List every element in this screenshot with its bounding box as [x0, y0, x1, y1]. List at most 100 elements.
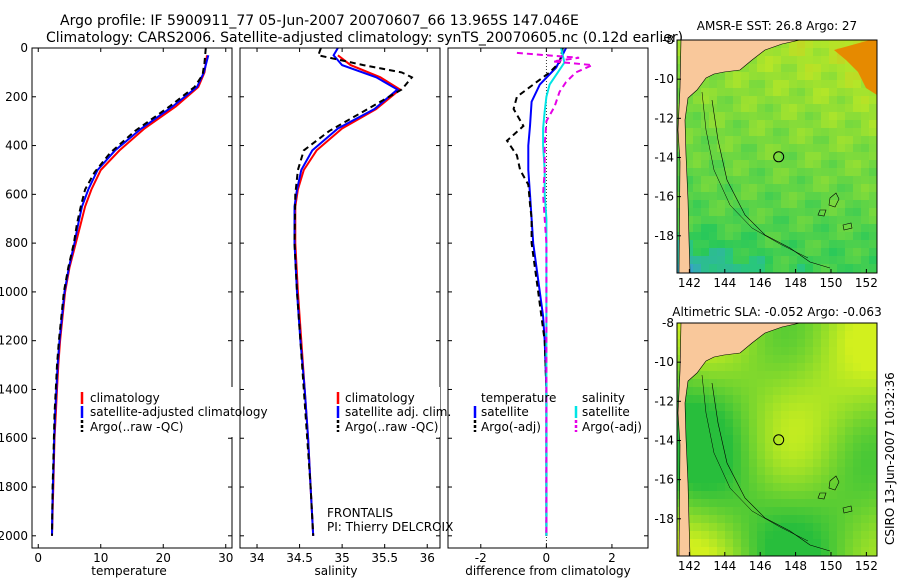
heatmap-cell	[789, 459, 797, 467]
heatmap-cell	[765, 80, 773, 88]
heatmap-cell	[757, 144, 765, 152]
heatmap-cell	[773, 459, 781, 467]
heatmap-cell	[797, 120, 805, 128]
heatmap-cell	[805, 371, 813, 379]
heatmap-cell	[861, 339, 869, 347]
heatmap-cell	[741, 507, 749, 515]
heatmap-cell	[717, 72, 725, 80]
depth-tick-label: 1600	[0, 431, 28, 445]
heatmap-cell	[749, 136, 757, 144]
heatmap-cell	[693, 515, 701, 523]
heatmap-cell	[757, 403, 765, 411]
series-line-2	[293, 48, 414, 536]
heatmap-cell	[693, 459, 701, 467]
heatmap-cell	[805, 40, 813, 48]
heatmap-cell	[765, 467, 773, 475]
heatmap-cell	[805, 531, 813, 539]
heatmap-cell	[789, 419, 797, 427]
heatmap-cell	[773, 136, 781, 144]
heatmap-cell	[781, 371, 789, 379]
heatmap-cell	[781, 88, 789, 96]
heatmap-cell	[837, 435, 845, 443]
heatmap-cell	[733, 355, 741, 363]
heatmap-cell	[869, 403, 877, 411]
heatmap-cell	[861, 443, 869, 451]
heatmap-cell	[741, 240, 749, 248]
heatmap-cell	[837, 128, 845, 136]
heatmap-cell	[797, 539, 805, 547]
heatmap-cell	[685, 208, 693, 216]
heatmap-cell	[773, 216, 781, 224]
heatmap-cell	[853, 160, 861, 168]
heatmap-cell	[773, 475, 781, 483]
heatmap-cell	[741, 523, 749, 531]
heatmap-cell	[853, 256, 861, 264]
heatmap-cell	[733, 483, 741, 491]
heatmap-cell	[813, 347, 821, 355]
heatmap-cell	[765, 256, 773, 264]
heatmap-cell	[845, 248, 853, 256]
heatmap-cell	[821, 547, 829, 555]
heatmap-cell	[701, 192, 709, 200]
heatmap-cell	[773, 443, 781, 451]
heatmap-cell	[805, 168, 813, 176]
heatmap-cell	[813, 459, 821, 467]
heatmap-cell	[789, 48, 797, 56]
heatmap-cell	[733, 363, 741, 371]
heatmap-cell	[741, 483, 749, 491]
heatmap-cell	[797, 339, 805, 347]
heatmap-cell	[725, 136, 733, 144]
heatmap-cell	[845, 240, 853, 248]
heatmap-cell	[733, 88, 741, 96]
heatmap-cell	[797, 200, 805, 208]
longitude-tick-label: 144	[713, 559, 736, 573]
heatmap-cell	[821, 216, 829, 224]
heatmap-cell	[869, 347, 877, 355]
heatmap-cell	[725, 264, 733, 272]
legend-background	[332, 387, 440, 437]
heatmap-cell	[797, 80, 805, 88]
heatmap-cell	[701, 144, 709, 152]
heatmap-cell	[685, 419, 693, 427]
heatmap-cell	[773, 395, 781, 403]
heatmap-cell	[709, 152, 717, 160]
heatmap-cell	[805, 216, 813, 224]
heatmap-cell	[789, 323, 797, 331]
heatmap-cell	[829, 40, 837, 48]
heatmap-cell	[805, 176, 813, 184]
heatmap-cell	[741, 96, 749, 104]
legend-label-climatology: climatology	[90, 391, 160, 405]
heatmap-cell	[797, 507, 805, 515]
heatmap-cell	[789, 355, 797, 363]
heatmap-cell	[829, 48, 837, 56]
heatmap-cell	[757, 136, 765, 144]
heatmap-cell	[749, 184, 757, 192]
heatmap-cell	[765, 192, 773, 200]
latitude-tick-label: -8	[662, 316, 674, 330]
heatmap-cell	[861, 539, 869, 547]
heatmap-cell	[797, 411, 805, 419]
heatmap-cell	[781, 224, 789, 232]
heatmap-cell	[797, 403, 805, 411]
heatmap-cell	[813, 411, 821, 419]
csiro-timestamp: CSIRO 13-Jun-2007 10:32:36	[883, 372, 897, 545]
heatmap-cell	[797, 96, 805, 104]
heatmap-cell	[733, 112, 741, 120]
heatmap-cell	[861, 192, 869, 200]
heatmap-cell	[757, 339, 765, 347]
latitude-tick-label: -14	[654, 150, 674, 164]
heatmap-cell	[781, 435, 789, 443]
heatmap-cell	[709, 363, 717, 371]
heatmap-cell	[845, 475, 853, 483]
heatmap-cell	[773, 339, 781, 347]
heatmap-cell	[821, 240, 829, 248]
heatmap-cell	[765, 459, 773, 467]
heatmap-cell	[773, 331, 781, 339]
heatmap-cell	[765, 184, 773, 192]
heatmap-cell	[709, 515, 717, 523]
x-tick-label: 0	[34, 551, 42, 565]
depth-contour	[701, 91, 809, 259]
heatmap-cell	[813, 387, 821, 395]
heatmap-cell	[861, 499, 869, 507]
heatmap-cell	[757, 547, 765, 555]
